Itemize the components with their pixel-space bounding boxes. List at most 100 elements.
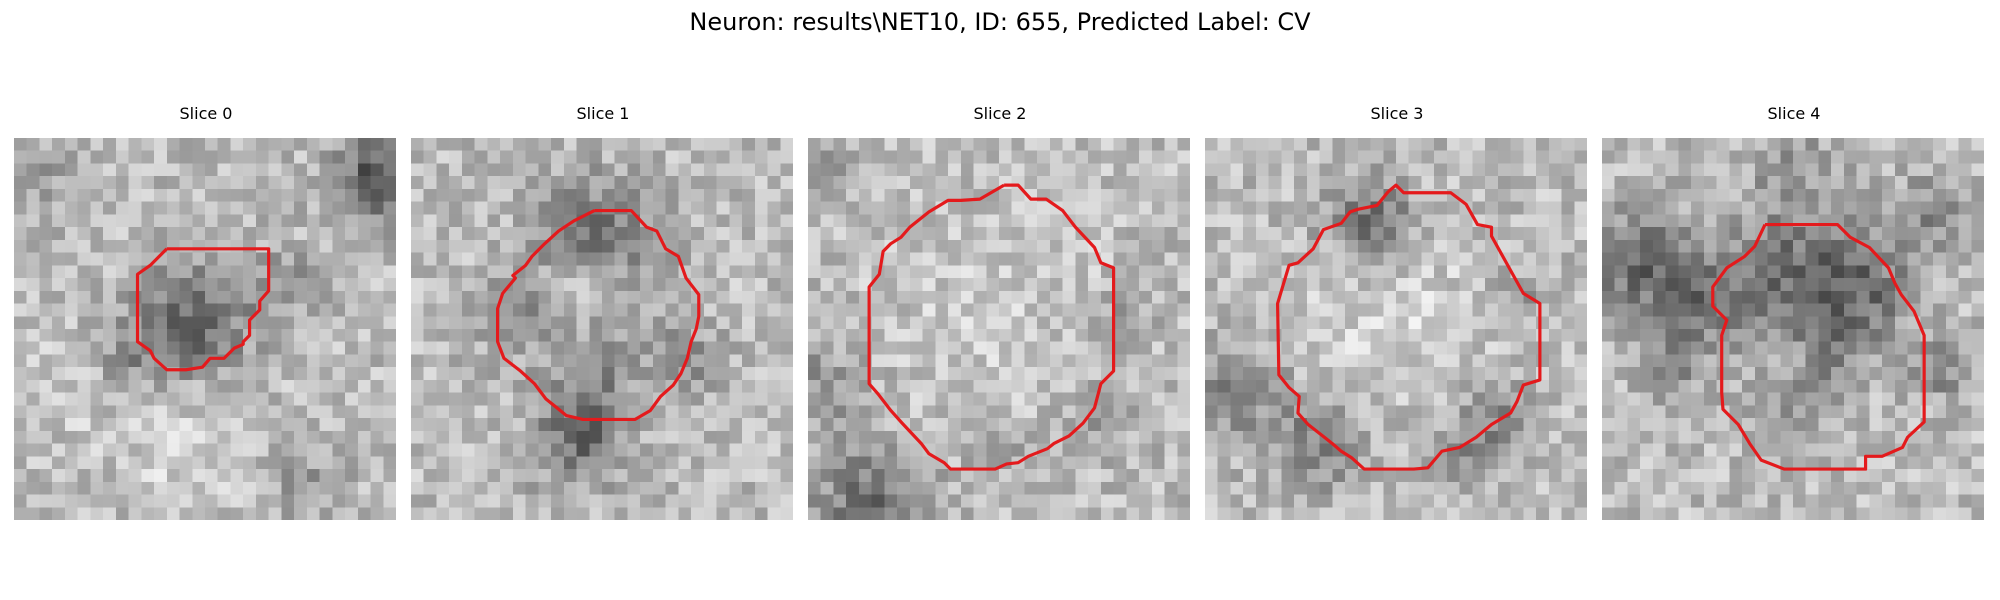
pixel-cell (1485, 214, 1499, 228)
pixel-cell (871, 418, 885, 432)
pixel-cell (1319, 303, 1333, 317)
pixel-cell (960, 150, 974, 164)
pixel-cell (230, 481, 244, 495)
pixel-cell (1780, 367, 1794, 381)
pixel-cell (52, 303, 66, 317)
pixel-cell (1383, 290, 1397, 304)
pixel-cell (1742, 150, 1756, 164)
pixel-cell (1370, 227, 1384, 241)
pixel-cell (767, 252, 781, 266)
pixel-cell (1882, 494, 1896, 508)
pixel-cell (1691, 341, 1705, 355)
pixel-cell (986, 316, 1000, 330)
pixel-cell (166, 316, 180, 330)
pixel-cell (820, 290, 834, 304)
pixel-cell (1640, 469, 1654, 483)
pixel-cell (1281, 290, 1295, 304)
pixel-cell (922, 341, 936, 355)
pixel-cell (1678, 392, 1692, 406)
pixel-cell (1383, 214, 1397, 228)
pixel-cell (90, 443, 104, 457)
pixel-cell (64, 430, 79, 444)
pixel-cell (602, 278, 616, 292)
pixel-cell (1370, 278, 1384, 292)
pixel-cell (306, 354, 320, 368)
pixel-cell (423, 418, 437, 432)
pixel-cell (1856, 227, 1870, 241)
pixel-cell (1332, 239, 1346, 253)
pixel-cell (1485, 494, 1499, 508)
pixel-cell (1294, 316, 1308, 330)
pixel-cell (1230, 150, 1244, 164)
pixel-cell (1306, 367, 1320, 381)
pixel-cell (230, 176, 244, 190)
pixel-cell (1793, 163, 1807, 177)
pixel-cell (26, 507, 40, 520)
pixel-cell (525, 443, 539, 457)
pixel-cell (500, 367, 514, 381)
pixel-cell (205, 290, 219, 304)
pixel-cell (1075, 176, 1089, 190)
pixel-cell (1230, 290, 1244, 304)
pixel-cell (1011, 443, 1025, 457)
pixel-cell (128, 481, 142, 495)
pixel-cell (884, 494, 898, 508)
pixel-cell (319, 214, 333, 228)
pixel-cell (461, 316, 476, 330)
pixel-cell (357, 188, 371, 203)
pixel-cell (833, 430, 847, 444)
pixel-cell (1408, 507, 1422, 520)
pixel-cell (474, 138, 488, 152)
pixel-cell (999, 469, 1013, 483)
pixel-cell (423, 456, 437, 470)
pixel-cell (1958, 456, 1972, 470)
pixel-cell (780, 150, 793, 164)
pixel-cell (780, 341, 793, 355)
pixel-cell (281, 265, 295, 279)
pixel-cell (1780, 443, 1794, 457)
pixel-cell (1574, 252, 1587, 266)
pixel-cell (563, 188, 577, 203)
pixel-cell (14, 201, 28, 215)
pixel-cell (948, 150, 962, 164)
pixel-cell (754, 367, 768, 381)
pixel-cell (1100, 494, 1114, 508)
pixel-cell (614, 418, 628, 432)
pixel-cell (652, 456, 667, 470)
pixel-cell (1536, 252, 1550, 266)
pixel-cell (500, 430, 514, 444)
pixel-cell (1088, 443, 1102, 457)
pixel-cell (500, 481, 514, 495)
pixel-cell (1602, 252, 1616, 266)
pixel-cell (1100, 188, 1114, 203)
pixel-cell (1548, 367, 1562, 381)
pixel-cell (1640, 392, 1654, 406)
pixel-cell (948, 392, 962, 406)
pixel-cell (716, 443, 730, 457)
pixel-cell (1627, 405, 1641, 419)
pixel-cell (1383, 481, 1397, 495)
pixel-cell (39, 290, 53, 304)
pixel-cell (14, 329, 28, 343)
pixel-cell (729, 507, 743, 520)
pixel-cell (1767, 252, 1781, 266)
pixel-cell (909, 265, 923, 279)
pixel-cell (922, 163, 936, 177)
pixel-cell (52, 138, 66, 152)
pixel-cell (370, 176, 384, 190)
pixel-cell (1345, 367, 1359, 381)
pixel-cell (1678, 507, 1692, 520)
pixel-cell (820, 138, 834, 152)
pixel-cell (1139, 163, 1153, 177)
pixel-cell (754, 252, 768, 266)
pixel-cell (1793, 188, 1807, 203)
pixel-cell (14, 456, 28, 470)
pixel-cell (1497, 329, 1511, 343)
pixel-cell (281, 367, 295, 381)
pixel-cell (1627, 163, 1641, 177)
pixel-cell (1370, 507, 1384, 520)
pixel-cell (1177, 354, 1190, 368)
pixel-cell (115, 392, 129, 406)
pixel-cell (858, 507, 873, 520)
pixel-cell (1100, 163, 1114, 177)
